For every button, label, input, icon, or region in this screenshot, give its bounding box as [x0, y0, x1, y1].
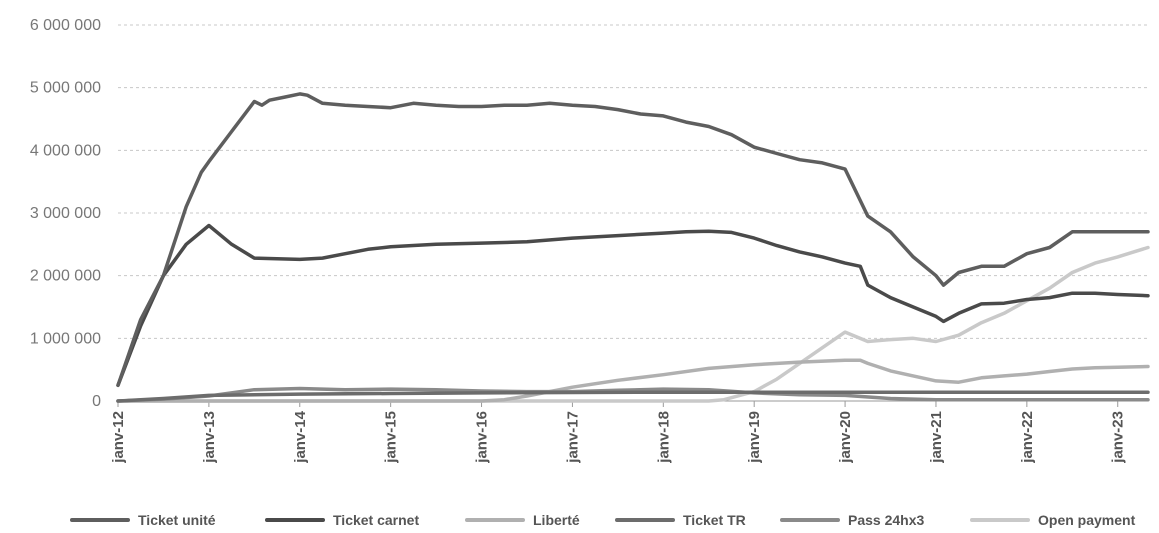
y-tick-label: 0 [92, 393, 101, 410]
y-tick-label: 5 000 000 [30, 80, 101, 97]
legend-swatch [615, 518, 675, 522]
legend-label: Ticket carnet [333, 512, 420, 528]
legend-label: Ticket unité [138, 512, 216, 528]
legend-item: Ticket unité [70, 508, 216, 532]
legend-item: Open payment [970, 508, 1135, 532]
x-tick-label: janv-21 [928, 411, 945, 464]
legend-label: Liberté [533, 512, 580, 528]
x-tick-label: janv-23 [1110, 411, 1127, 464]
y-tick-label: 1 000 000 [30, 330, 101, 347]
series-line-1 [116, 223, 1150, 388]
legend-swatch [780, 518, 840, 522]
x-tick-label: janv-20 [837, 411, 854, 464]
legend-item: Pass 24hx3 [780, 508, 924, 532]
legend-swatch [970, 518, 1030, 522]
series-line-3 [116, 390, 1150, 403]
legend-swatch [465, 518, 525, 522]
x-tick-label: janv-22 [1019, 411, 1036, 464]
legend-label: Open payment [1038, 512, 1136, 528]
x-tick-label: janv-16 [474, 411, 491, 464]
x-tick-label: janv-18 [655, 411, 672, 464]
x-tick-label: janv-15 [383, 411, 400, 464]
legend-item: Ticket TR [615, 508, 746, 532]
x-tick-label: janv-19 [746, 411, 763, 464]
line-chart: 0 1 000 000 2 000 000 3 000 000 4 000 000 5 0… [30, 17, 1150, 464]
series-line-0 [116, 92, 1150, 388]
x-tick-label: janv-14 [292, 410, 309, 463]
series-line-5 [116, 245, 1150, 403]
legend-item: Liberté [465, 508, 580, 532]
series-line-2 [116, 358, 1150, 403]
legend: Ticket unité Ticket carnet Liberté Ticket T… [0, 508, 1159, 532]
x-tick-label: janv-13 [201, 411, 218, 464]
legend-label: Ticket TR [683, 512, 746, 528]
legend-item: Ticket carnet [265, 508, 419, 532]
series-line-4 [116, 386, 1150, 403]
y-tick-label: 3 000 000 [30, 205, 101, 222]
y-tick-label: 4 000 000 [30, 142, 101, 159]
legend-label: Pass 24hx3 [848, 512, 925, 528]
legend-swatch [265, 518, 325, 522]
y-tick-label: 6 000 000 [30, 17, 101, 34]
legend-swatch [70, 518, 130, 522]
y-tick-label: 2 000 000 [30, 268, 101, 285]
x-tick-label: janv-12 [110, 411, 127, 464]
x-tick-label: janv-17 [564, 411, 581, 464]
